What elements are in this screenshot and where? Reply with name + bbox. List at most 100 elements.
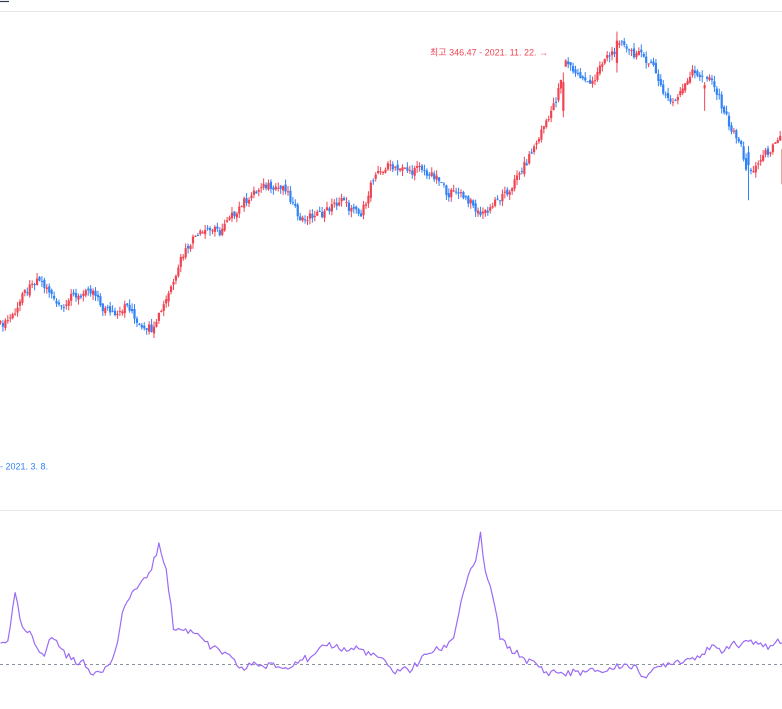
- candle-body: [628, 49, 630, 50]
- candle-body: [150, 325, 152, 332]
- candle-body: [445, 185, 447, 194]
- candle: [46, 284, 48, 294]
- candle: [360, 210, 362, 217]
- candle-body: [24, 290, 26, 293]
- candle-body: [552, 103, 554, 110]
- candle: [370, 180, 372, 201]
- candle: [640, 44, 642, 57]
- candle-body: [87, 289, 89, 290]
- candle-body: [114, 311, 116, 315]
- candle-body: [752, 171, 754, 172]
- candle: [772, 143, 774, 155]
- candle: [9, 314, 11, 323]
- candle-body: [53, 296, 55, 299]
- candle-body: [672, 102, 674, 103]
- candle: [138, 323, 140, 326]
- candle: [489, 204, 491, 214]
- candle-body: [587, 81, 589, 82]
- candle-body: [499, 200, 501, 201]
- candle-body: [153, 327, 155, 334]
- candle-body: [304, 219, 306, 220]
- candle: [701, 70, 703, 82]
- candle-body: [475, 203, 477, 211]
- candle: [504, 187, 506, 199]
- oscillator-panel: [0, 532, 782, 678]
- candle-body: [591, 81, 593, 84]
- candle: [34, 283, 36, 291]
- candle: [414, 166, 416, 180]
- candle: [214, 225, 216, 237]
- candle-body: [348, 203, 350, 211]
- candle: [248, 197, 250, 207]
- candle-body: [306, 220, 308, 221]
- candle-body: [745, 158, 747, 169]
- candle-body: [292, 202, 294, 203]
- candle: [601, 62, 603, 72]
- candle: [689, 72, 691, 84]
- candle-body: [289, 191, 291, 202]
- candle-body: [80, 296, 82, 298]
- candle-body: [204, 230, 206, 234]
- candle: [177, 265, 179, 278]
- candle-body: [706, 77, 708, 79]
- candle: [548, 116, 550, 122]
- candle-body: [219, 230, 221, 235]
- candle-body: [109, 306, 111, 312]
- candle: [367, 191, 369, 208]
- candle-body: [467, 196, 469, 203]
- candle: [531, 149, 533, 154]
- candle-body: [63, 307, 65, 308]
- candle: [557, 83, 559, 102]
- candle-body: [211, 230, 213, 231]
- candle-body: [265, 185, 267, 189]
- candle: [499, 200, 501, 205]
- candle: [85, 289, 87, 298]
- candle: [516, 170, 518, 185]
- candle-body: [648, 63, 650, 64]
- candle-body: [133, 309, 135, 319]
- candle-body: [589, 80, 591, 84]
- candle: [577, 69, 579, 76]
- candle: [289, 186, 291, 204]
- candle-body: [701, 76, 703, 77]
- candle-body: [138, 324, 140, 325]
- candle: [411, 165, 413, 179]
- candle-body: [226, 220, 228, 221]
- candle-body: [12, 314, 14, 318]
- candle-body: [713, 81, 715, 87]
- candle: [679, 87, 681, 97]
- candle-body: [518, 173, 520, 175]
- candle-body: [294, 204, 296, 206]
- candle: [774, 142, 776, 144]
- candle: [55, 298, 57, 307]
- candle: [494, 197, 496, 208]
- candle-body: [440, 182, 442, 183]
- candle-body: [75, 293, 77, 297]
- candle-body: [457, 192, 459, 193]
- candle: [41, 276, 43, 287]
- candle: [80, 294, 82, 299]
- candle-body: [433, 173, 435, 179]
- candle: [484, 209, 486, 217]
- candle-body: [97, 295, 99, 297]
- candle: [426, 168, 428, 179]
- candle-body: [606, 55, 608, 58]
- candle: [540, 125, 542, 142]
- candle-body: [665, 94, 667, 95]
- candle: [48, 284, 50, 298]
- candle: [467, 195, 469, 207]
- candle-body: [207, 228, 209, 229]
- candle: [126, 303, 128, 307]
- candle: [133, 304, 135, 324]
- candle: [609, 52, 611, 62]
- candle-body: [146, 328, 148, 330]
- candle-body: [202, 232, 204, 233]
- candle-body: [51, 290, 53, 294]
- candle-body: [85, 290, 87, 295]
- candle-body: [34, 284, 36, 285]
- candle-body: [616, 41, 618, 63]
- candle-body: [764, 150, 766, 154]
- candle: [58, 300, 60, 307]
- candle: [272, 185, 274, 194]
